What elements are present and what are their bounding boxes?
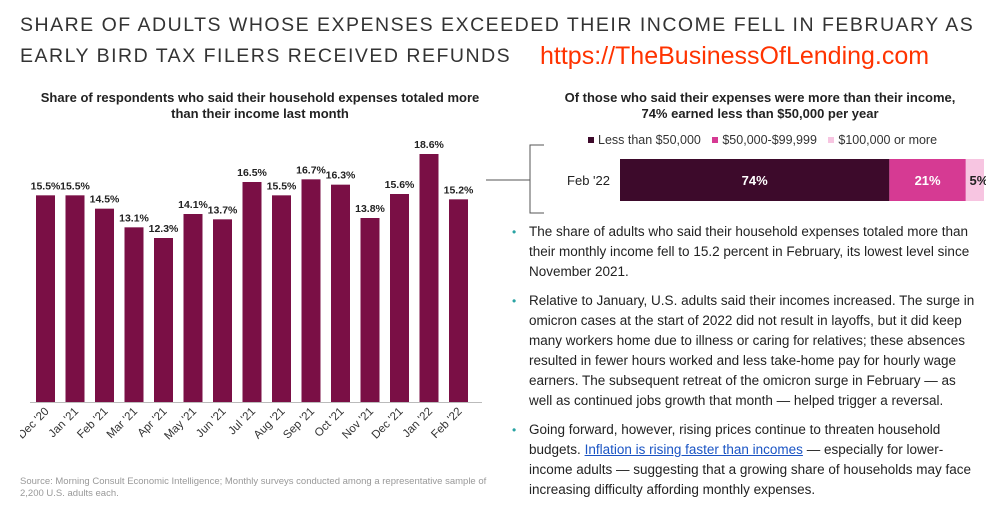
legend-item-low: Less than $50,000 [588, 133, 701, 147]
bullet-text-1: The share of adults who said their house… [529, 224, 970, 279]
stacked-segment [620, 159, 890, 201]
bullet-text-2: Relative to January, U.S. adults said th… [529, 293, 975, 408]
x-tick-label: Jan '22 [401, 406, 435, 440]
x-tick-label: Dec '21 [370, 406, 406, 442]
bullet-text-3a: Going forward, however, rising prices co… [529, 422, 941, 457]
stacked-income-chart: Feb '22 74% 21% 5% [486, 144, 986, 214]
bar [360, 218, 380, 402]
bar-value-label: 18.6% [414, 139, 444, 151]
legend-swatch-low [588, 136, 594, 143]
legend-item-high: $100,000 or more [828, 133, 937, 147]
source-note: Source: Morning Consult Economic Intelli… [20, 476, 487, 499]
monthly-bar-chart: 15.5% Dec '20 15.5% Jan '21 14.5% Feb '21 13.1… [20, 139, 482, 443]
bar [419, 154, 439, 402]
bar [36, 195, 55, 402]
bar [272, 195, 291, 402]
bar-value-label: 16.7% [296, 164, 326, 176]
bar [124, 227, 144, 402]
bullet-item-2: Relative to January, U.S. adults said th… [512, 291, 982, 411]
bar-value-label: 16.5% [237, 167, 267, 179]
x-tick-label: Jun '21 [194, 406, 228, 440]
watermark-url: https://TheBusinessOfLending.com [540, 42, 930, 70]
legend-label-high: $100,000 or more [838, 133, 938, 147]
bar-value-label: 15.6% [385, 179, 415, 191]
stacked-value-label: 21% [915, 173, 941, 188]
bar-value-label: 14.1% [178, 199, 208, 211]
stacked-value-label: 5% [970, 173, 986, 188]
stacked-segment [889, 159, 966, 201]
stacked-category-label: Feb '22 [567, 173, 610, 188]
x-tick-label: Dec '20 [20, 406, 52, 442]
bar [183, 214, 203, 402]
legend-label-low: Less than $50,000 [598, 133, 701, 147]
bar-value-label: 16.3% [326, 170, 356, 182]
legend-swatch-high [828, 136, 835, 143]
bar [242, 182, 262, 402]
bar-value-label: 14.5% [90, 194, 120, 206]
bullet-list: The share of adults who said their house… [512, 222, 982, 509]
bar-value-label: 15.5% [60, 180, 90, 192]
x-tick-label: Jan '21 [47, 406, 81, 440]
inflation-link[interactable]: Inflation is rising faster than incomes [584, 442, 803, 457]
headline-line-1: SHARE OF ADULTS WHOSE EXPENSES EXCEEDED … [20, 14, 975, 36]
bar [95, 208, 114, 402]
bar [449, 199, 468, 402]
headline: SHARE OF ADULTS WHOSE EXPENSES EXCEEDED … [20, 10, 980, 72]
bullet-item-3: Going forward, however, rising prices co… [512, 420, 982, 500]
bar [301, 179, 321, 402]
stacked-segment [965, 159, 984, 201]
x-tick-label: Sep '21 [281, 406, 317, 442]
bar [154, 238, 173, 402]
bullet-text-3b: — especially for lower-income adults — s… [529, 442, 972, 497]
x-tick-label: Feb '22 [429, 406, 464, 441]
bar [213, 219, 232, 402]
stacked-legend: Less than $50,000 $50,000-$99,999 $100,0… [588, 133, 945, 147]
bar-value-label: 15.2% [444, 184, 474, 196]
x-tick-label: Mar '21 [105, 406, 140, 441]
stacked-chart-title: Of those who said their expenses were mo… [564, 90, 956, 121]
x-tick-label: May '21 [162, 406, 199, 443]
legend-item-mid: $50,000-$99,999 [712, 133, 817, 147]
bar-value-label: 15.5% [267, 180, 297, 192]
x-tick-label: Feb '21 [75, 406, 110, 441]
stacked-value-label: 74% [742, 173, 768, 188]
bar [65, 195, 85, 402]
x-tick-label: Aug '21 [252, 406, 288, 442]
bracket-line [529, 144, 544, 214]
legend-label-mid: $50,000-$99,999 [722, 133, 817, 147]
legend-swatch-mid [712, 136, 719, 143]
bar-value-label: 12.3% [149, 223, 179, 235]
bar-value-label: 15.5% [31, 180, 61, 192]
bar-value-label: 13.8% [355, 203, 385, 215]
bullet-item-1: The share of adults who said their house… [512, 222, 982, 282]
headline-line-2: EARLY BIRD TAX FILERS RECEIVED REFUNDS [20, 45, 512, 67]
x-tick-label: Nov '21 [340, 406, 376, 442]
bar [390, 194, 409, 402]
bar [331, 184, 350, 402]
bar-value-label: 13.7% [208, 204, 238, 216]
bar-chart-title: Share of respondents who said their hous… [40, 90, 480, 121]
bar-value-label: 13.1% [119, 212, 149, 224]
